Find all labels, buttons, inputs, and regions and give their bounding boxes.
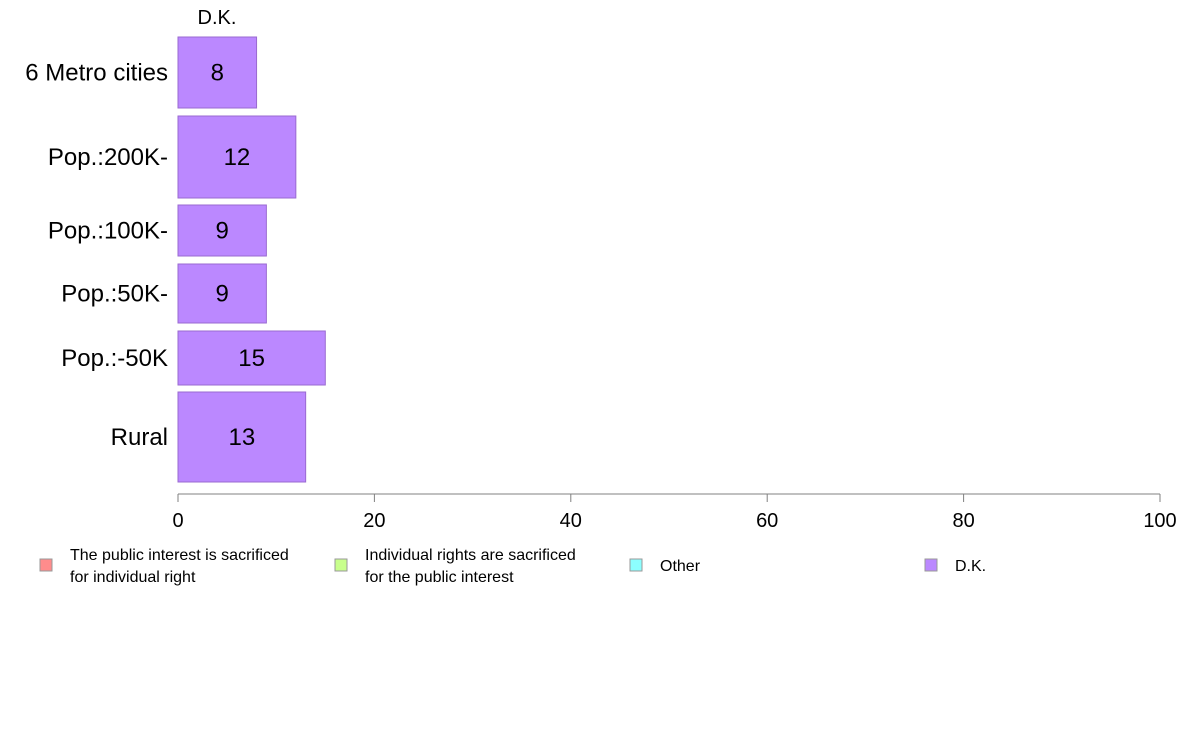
x-axis: 0 20 40 60 80 100: [172, 493, 1177, 532]
bar-value-label: 13: [228, 424, 255, 451]
x-tick-label: 20: [363, 510, 385, 532]
legend-swatch-3: [629, 558, 643, 572]
bar-value-label: 8: [211, 60, 224, 87]
bar-value-label: 9: [216, 281, 229, 308]
x-tick-label: 100: [1143, 510, 1176, 532]
legend-swatch-4: [924, 558, 938, 572]
legend: The public interest is sacrificed for ind…: [39, 547, 986, 586]
x-tick-label: 80: [952, 510, 974, 532]
x-tick-label: 60: [756, 510, 778, 532]
category-label: Pop.:200K-: [48, 144, 168, 171]
legend-swatch-2: [334, 558, 348, 572]
category-label: Pop.:-50K: [61, 345, 168, 372]
bar-4-3: [177, 204, 267, 257]
category-label: Pop.:50K-: [61, 281, 168, 308]
legend-label-3: Other: [660, 558, 701, 575]
x-tick-label: 0: [172, 510, 183, 532]
legend-swatch-1: [39, 558, 53, 572]
bar-value-label: 15: [238, 345, 265, 372]
legend-label-2: Individual rights are sacrificed for the …: [365, 547, 576, 586]
bar-4-5: [177, 330, 326, 386]
bar-value-label: 12: [224, 144, 251, 171]
bar-4-4: [177, 263, 267, 324]
bar-labels: 8 12 9 9 15 13: [211, 60, 265, 452]
bar-4-6: [177, 391, 307, 483]
x-tick-label: 40: [560, 510, 582, 532]
bar-4-2: [177, 115, 297, 199]
legend-label-1: The public interest is sacrificed for ind…: [70, 547, 289, 586]
category-label: Pop.:100K-: [48, 218, 168, 245]
category-label: Rural: [111, 424, 168, 451]
category-labels: 6 Metro cities Pop.:200K- Pop.:100K- Pop.:5…: [25, 60, 168, 452]
bars: [177, 36, 326, 483]
bar-value-label: 9: [216, 218, 229, 245]
bar-4-1: [177, 36, 258, 109]
category-label: 6 Metro cities: [25, 60, 168, 87]
panel-title: D.K.: [198, 7, 237, 29]
legend-label-4: D.K.: [955, 558, 986, 575]
